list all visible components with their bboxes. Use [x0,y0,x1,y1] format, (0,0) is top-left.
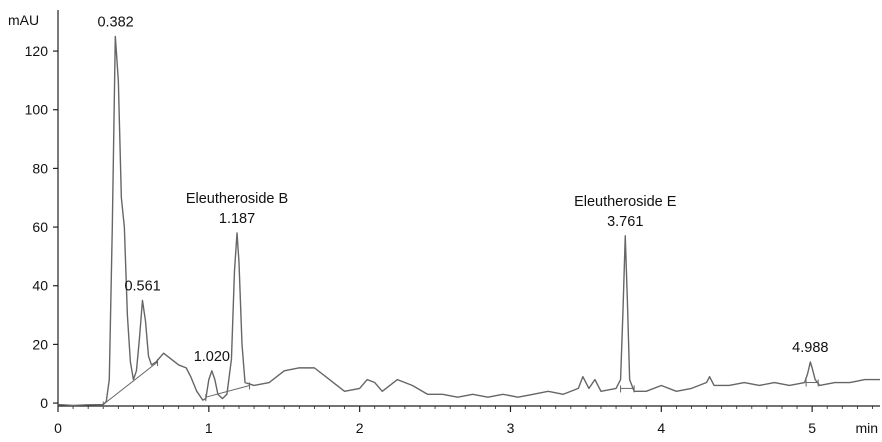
y-tick-label: 100 [25,102,49,118]
y-tick-label: 120 [25,43,49,59]
peak-retention-label: 0.561 [124,278,160,294]
peak-annotations: 0.382 0.561 1.020 Eleutheroside B 1.187 Eleut… [97,14,828,364]
y-tick-label: 20 [32,336,48,352]
x-tick-label: 5 [808,420,816,436]
x-axis-label: min [855,420,878,436]
peak-baselines [102,359,819,409]
baseline-segment [102,361,158,405]
x-tick-label: 3 [507,420,515,436]
x-tick-label: 0 [54,420,62,436]
peak-retention-label: 1.020 [194,349,230,365]
x-tick-label: 4 [657,420,665,436]
chromatogram-trace [57,35,880,407]
x-tick-label: 2 [356,420,364,436]
y-axis-label: mAU [8,12,39,28]
x-tick-label: 1 [205,420,213,436]
y-tick-label: 60 [32,219,48,235]
y-tick-label: 0 [40,395,48,411]
peak-retention-label: 4.988 [792,340,828,356]
peak-retention-label: 3.761 [607,214,643,230]
axes [57,10,880,407]
peak-retention-label: 1.187 [219,211,255,227]
y-ticks: 0 20 40 60 80 100 120 [25,43,58,411]
x-ticks: 0 1 2 3 4 5 [54,406,873,436]
peak-compound-label: Eleutheroside E [574,194,677,210]
y-tick-label: 80 [32,160,48,176]
peak-retention-label: 0.382 [97,14,133,30]
y-tick-label: 40 [32,278,48,294]
peak-compound-label: Eleutheroside B [186,191,288,207]
